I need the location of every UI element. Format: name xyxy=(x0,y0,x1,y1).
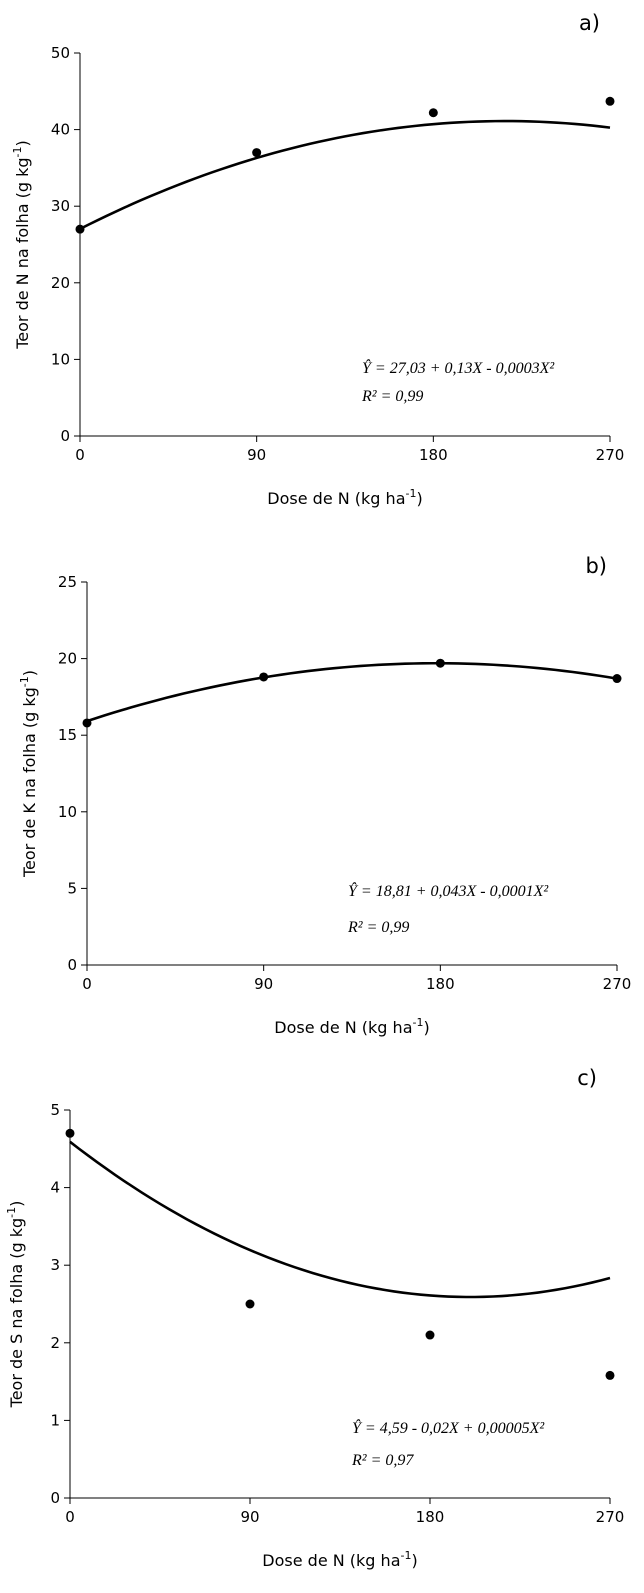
regression-equation: Ŷ = 18,81 + 0,043X - 0,0001X² xyxy=(348,881,549,900)
y-axis-label: Teor de K na folha (g kg-1) xyxy=(18,670,39,878)
y-tick-label: 3 xyxy=(50,1256,60,1274)
y-axis-label-main: Teor de K na folha (g kg xyxy=(20,687,39,878)
x-tick-label: 180 xyxy=(426,975,455,993)
data-point xyxy=(252,148,262,158)
y-tick-label: 0 xyxy=(50,1489,60,1507)
y-tick-label: 5 xyxy=(67,879,77,897)
y-axis-label-tail: ) xyxy=(20,670,39,676)
regression-equation: Ŷ = 27,03 + 0,13X - 0,0003X² xyxy=(362,358,555,377)
x-axis-label: Dose de N (kg ha-1) xyxy=(262,1549,417,1570)
fit-curve xyxy=(69,1140,611,1299)
y-tick-label: 0 xyxy=(67,956,77,974)
y-tick-label: 50 xyxy=(51,44,70,62)
y-axis-label: Teor de S na folha (g kg-1) xyxy=(5,1201,26,1409)
x-tick-label: 270 xyxy=(596,1508,625,1526)
y-axis-label-main: Teor de S na folha (g kg xyxy=(7,1218,26,1409)
y-axis-label-tail: ) xyxy=(13,140,32,146)
x-tick-label: 90 xyxy=(247,446,266,464)
y-tick-label: 20 xyxy=(58,650,77,668)
x-tick-label: 0 xyxy=(65,1508,75,1526)
x-tick-label: 270 xyxy=(603,975,632,993)
y-axis-label-sup: -1 xyxy=(18,676,31,687)
data-point xyxy=(612,674,622,684)
data-point xyxy=(65,1128,75,1138)
y-tick-label: 1 xyxy=(50,1411,60,1429)
data-point xyxy=(75,224,85,234)
y-tick-label: 10 xyxy=(58,803,77,821)
y-tick-label: 15 xyxy=(58,726,77,744)
y-tick-label: 2 xyxy=(50,1334,60,1352)
data-point xyxy=(245,1299,255,1309)
x-axis-label-tail: ) xyxy=(411,1551,417,1570)
x-axis-label-sup: -1 xyxy=(406,487,417,500)
y-axis-label-sup: -1 xyxy=(11,146,24,157)
x-tick-label: 90 xyxy=(254,975,273,993)
y-tick-label: 0 xyxy=(60,427,70,445)
y-tick-label: 25 xyxy=(58,573,77,591)
x-axis-label-tail: ) xyxy=(416,489,422,508)
y-axis-label-tail: ) xyxy=(7,1201,26,1207)
r-squared: R² = 0,99 xyxy=(361,388,423,405)
y-axis-label-main: Teor de N na folha (g kg xyxy=(13,157,32,349)
x-axis-label-main: Dose de N (kg ha xyxy=(262,1551,400,1570)
y-tick-label: 30 xyxy=(51,197,70,215)
y-tick-label: 4 xyxy=(50,1179,60,1197)
x-tick-label: 180 xyxy=(416,1508,445,1526)
x-axis-label: Dose de N (kg ha-1) xyxy=(274,1016,429,1037)
y-tick-label: 40 xyxy=(51,121,70,139)
r-squared: R² = 0,97 xyxy=(351,1452,414,1469)
x-axis-label-main: Dose de N (kg ha xyxy=(267,489,405,508)
x-axis-label: Dose de N (kg ha-1) xyxy=(267,487,422,508)
r-squared: R² = 0,99 xyxy=(347,919,409,936)
data-point xyxy=(259,672,269,682)
data-point xyxy=(605,96,615,106)
fit-curve xyxy=(79,119,611,231)
y-axis-label-sup: -1 xyxy=(5,1207,18,1218)
data-point xyxy=(425,1330,435,1340)
y-tick-label: 10 xyxy=(51,350,70,368)
x-axis-label-sup: -1 xyxy=(413,1016,424,1029)
x-tick-label: 90 xyxy=(240,1508,259,1526)
panel-label: a) xyxy=(579,11,600,35)
x-axis-label-main: Dose de N (kg ha xyxy=(274,1018,412,1037)
x-tick-label: 0 xyxy=(75,446,85,464)
y-tick-label: 5 xyxy=(50,1101,60,1119)
data-point xyxy=(82,718,92,728)
y-tick-label: 20 xyxy=(51,274,70,292)
panel-label: b) xyxy=(585,554,607,578)
data-point xyxy=(605,1370,615,1380)
x-axis-label-tail: ) xyxy=(423,1018,429,1037)
x-tick-label: 180 xyxy=(419,446,448,464)
x-tick-label: 0 xyxy=(82,975,92,993)
x-axis-label-sup: -1 xyxy=(401,1549,412,1562)
data-point xyxy=(428,108,438,118)
y-axis-label: Teor de N na folha (g kg-1) xyxy=(11,140,32,350)
fit-curve xyxy=(86,661,618,723)
x-tick-label: 270 xyxy=(596,446,625,464)
panel-label: c) xyxy=(577,1066,597,1090)
regression-equation: Ŷ = 4,59 - 0,02X + 0,00005X² xyxy=(352,1418,545,1437)
data-point xyxy=(435,658,445,668)
